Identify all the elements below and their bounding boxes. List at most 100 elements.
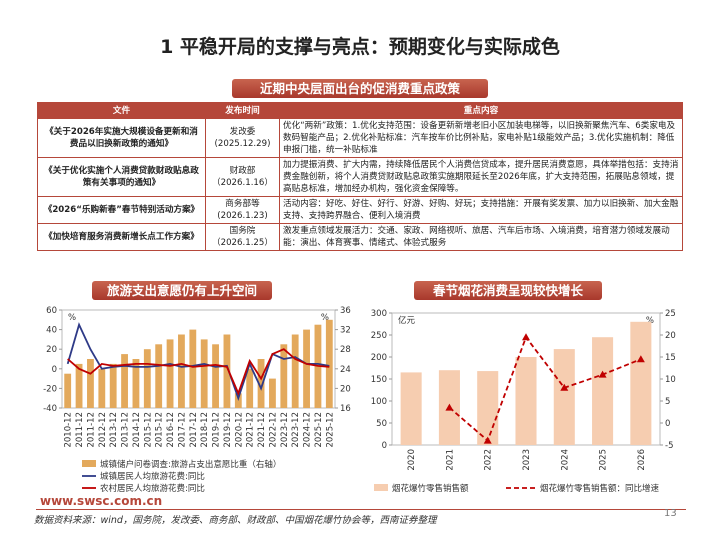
y-tick-label: 0 bbox=[382, 441, 387, 451]
cell-text: （2026.1.16） bbox=[212, 178, 273, 188]
x-tick-label: 2012-12 bbox=[98, 412, 108, 448]
table-cell: 财政部 （2026.1.16） bbox=[205, 157, 280, 197]
cell-text: 加力提振消费、扩大内需，持续降低居民个人消费信贷成本，提升居民消费意愿，具体举措… bbox=[283, 160, 679, 194]
bar bbox=[400, 372, 422, 445]
bar bbox=[98, 368, 106, 408]
y2-tick-label: 24 bbox=[340, 365, 351, 375]
x-tick-label: 2026 bbox=[637, 449, 647, 471]
x-tick-label: 2013-12 bbox=[109, 412, 119, 448]
y-unit: 亿元 bbox=[398, 315, 416, 326]
line bbox=[67, 348, 330, 396]
x-tick-label: 2019-12 bbox=[212, 412, 222, 448]
cell-text: 国务院 bbox=[229, 226, 256, 236]
policy-table: 文件 发布时间 重点内容 《关于2026年实施大规模设备更新和消费品以旧换新政策… bbox=[37, 102, 683, 251]
column-header: 发布时间 bbox=[205, 102, 280, 119]
bar bbox=[291, 334, 299, 408]
y-tick-label: 250 bbox=[371, 331, 387, 341]
table-cell: 发改委 (2025.12.29) bbox=[205, 118, 280, 158]
x-tick-label: 2021-12 bbox=[257, 412, 267, 448]
point-marker bbox=[560, 383, 569, 391]
y-tick-label: 20 bbox=[46, 345, 57, 355]
x-tick-label: 2022-12 bbox=[268, 412, 278, 448]
x-tick-label: 2014-12 bbox=[132, 412, 142, 448]
y-tick-label: 40 bbox=[46, 326, 57, 336]
bar bbox=[257, 359, 265, 408]
x-tick-label: 2020-12 bbox=[234, 412, 244, 448]
x-tick-label: 2019-12 bbox=[223, 412, 233, 448]
table-cell: 激发重点领域发展活力：交通、家政、网络视听、旅居、汽车后市场、入境消费，培育潜力… bbox=[279, 223, 683, 251]
table-cell: 国务院 （2026.1.25） bbox=[205, 223, 280, 251]
x-tick-label: 2010-12 bbox=[64, 412, 74, 448]
x-tick-label: 2018-12 bbox=[200, 412, 210, 448]
column-header: 文件 bbox=[37, 102, 206, 119]
bar bbox=[109, 363, 117, 408]
bar bbox=[269, 378, 276, 408]
bar bbox=[280, 344, 288, 408]
legend-swatch bbox=[82, 460, 96, 467]
table-row: 《关于优化实施个人消费贷款财政贴息政策有关事项的通知》 财政部 （2026.1.16… bbox=[37, 157, 683, 197]
bar bbox=[189, 329, 197, 408]
y-tick-label: 0 bbox=[52, 365, 57, 375]
cell-text: 激发重点领域发展活力：交通、家政、网络视听、旅居、汽车后市场、入境消费，培育潜力… bbox=[283, 226, 670, 248]
x-tick-label: 2022 bbox=[484, 449, 494, 471]
table-row: 《2026“乐购新春”春节特别活动方案》 商务部等 (2026.1.23) 活动内容：… bbox=[37, 196, 683, 224]
table-cell: 优化“两新”政策：1.优化支持范围：设备更新新增老旧小区加装电梯等，以旧换新聚焦… bbox=[279, 118, 683, 158]
legend-label: 农村居民人均旅游花费:同比 bbox=[100, 483, 205, 494]
x-tick-label: 2021-12 bbox=[246, 412, 256, 448]
table-cell: 活动内容：好吃、好住、好行、好游、好购、好玩；支持措施：开展有奖发票、加力以旧换… bbox=[279, 196, 683, 224]
table-cell: 商务部等 (2026.1.23) bbox=[205, 196, 280, 224]
source: 数据资料来源：wind，国务院，发改委、商务部、财政部、中国烟花爆竹协会等，西南… bbox=[34, 515, 437, 526]
bar bbox=[64, 373, 72, 408]
bar bbox=[553, 349, 575, 445]
x-tick-label: 2025-12 bbox=[314, 412, 324, 448]
y2-tick-label: 36 bbox=[340, 306, 351, 316]
cell-text: 财政部 bbox=[229, 166, 256, 176]
x-tick-label: 2020 bbox=[407, 449, 417, 471]
bar bbox=[178, 334, 185, 408]
bar bbox=[630, 321, 652, 445]
cell-text: 优化“两新”政策：1.优化支持范围：设备更新新增老旧小区加装电梯等，以旧换新聚焦… bbox=[283, 121, 676, 155]
y-tick-label: -20 bbox=[43, 384, 57, 394]
bar bbox=[246, 368, 254, 408]
cell-text: 《关于2026年实施大规模设备更新和消费品以旧换新政策的通知》 bbox=[45, 127, 198, 149]
table-cell: 《2026“乐购新春”春节特别活动方案》 bbox=[37, 196, 206, 224]
site: www.swsc.com.cn bbox=[40, 494, 163, 508]
table-body: 《关于2026年实施大规模设备更新和消费品以旧换新政策的通知》 发改委 (2025.… bbox=[37, 118, 683, 251]
y-tick-label: 150 bbox=[371, 375, 387, 385]
cell-text: 发改委 bbox=[229, 127, 256, 137]
cell-text: 商务部等 bbox=[225, 199, 260, 209]
y2-tick-label: 20 bbox=[340, 384, 351, 394]
title: 1 平稳开局的支撑与亮点：预期变化与实际成色 bbox=[160, 36, 560, 58]
cell-text: 活动内容：好吃、好住、好行、好游、好购、好玩；支持措施：开展有奖发票、加力以旧换… bbox=[283, 199, 679, 221]
x-tick-label: 2017-12 bbox=[177, 412, 187, 448]
y2-unit: % bbox=[646, 316, 654, 326]
chart-banner: 旅游支出意愿仍有上升空间 bbox=[92, 281, 272, 300]
cell-text: (2025.12.29) bbox=[214, 139, 271, 149]
x-tick-label: 2023-12 bbox=[291, 412, 301, 448]
x-tick-label: 2011-12 bbox=[75, 412, 85, 448]
point-marker bbox=[483, 436, 492, 444]
cell-text: （2026.1.25） bbox=[212, 238, 273, 248]
bar bbox=[303, 329, 310, 408]
y2-tick-label: 20 bbox=[665, 331, 676, 341]
cell-text: 《2026“乐购新春”春节特别活动方案》 bbox=[43, 205, 200, 215]
point-marker bbox=[598, 370, 607, 378]
x-tick-label: 2016-12 bbox=[166, 412, 176, 448]
x-tick-label: 2023 bbox=[522, 449, 532, 471]
legend-label: 烟花爆竹零售销售额 bbox=[392, 483, 469, 494]
y2-tick-label: 25 bbox=[665, 309, 676, 319]
x-tick-label: 2023-12 bbox=[280, 412, 290, 448]
x-tick-label: 2024-12 bbox=[303, 412, 313, 448]
y2-tick-label: 15 bbox=[665, 353, 676, 363]
cell-text: 《加快培育服务消费新增长点工作方案》 bbox=[44, 232, 199, 242]
bar bbox=[132, 359, 140, 408]
legend-label: 城镇储户问卷调查:旅游占支出意愿比重（右轴） bbox=[100, 459, 281, 470]
y-tick-label: 50 bbox=[376, 419, 387, 429]
bar bbox=[212, 344, 219, 408]
legend-swatch bbox=[374, 484, 388, 491]
x-tick-label: 2024 bbox=[560, 449, 570, 471]
y-tick-label: 200 bbox=[371, 353, 387, 363]
y-tick-label: 60 bbox=[46, 306, 57, 316]
table-cell: 《关于优化实施个人消费贷款财政贴息政策有关事项的通知》 bbox=[37, 157, 206, 197]
